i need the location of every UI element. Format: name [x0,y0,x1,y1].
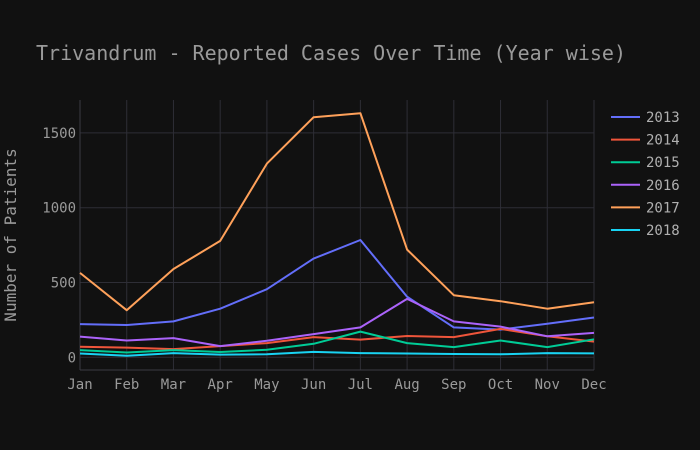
y-tick-label: 500 [51,275,76,291]
y-tick-label: 1000 [42,201,76,217]
x-tick-label: Sep [441,377,466,393]
legend-label: 2017 [646,200,680,216]
legend-item-2015[interactable]: 2015 [611,155,680,171]
y-tick-label: 1500 [42,126,76,142]
series-line-2013 [79,239,595,331]
legend-item-2014[interactable]: 2014 [611,133,680,149]
legend-item-2017[interactable]: 2017 [611,200,680,216]
tick-labels: Jan Feb Mar Apr May Jun Jul Aug Sep Oct Nov Dec 0 500… [42,126,606,393]
grid [79,100,595,371]
legend-label: 2013 [646,110,680,126]
legend-item-2018[interactable]: 2018 [611,223,680,239]
x-tick-label: May [254,377,279,393]
legend-item-2013[interactable]: 2013 [611,110,680,126]
legend-label: 2016 [646,178,680,194]
x-tick-label: Dec [581,377,606,393]
x-tick-label: Jul [348,377,373,393]
x-tick-label: Jan [67,377,92,393]
legend-label: 2018 [646,223,680,239]
x-tick-label: Jun [301,377,326,393]
legend-item-2016[interactable]: 2016 [611,178,680,194]
y-tick-label: 0 [68,350,76,366]
series-line-2018 [79,350,595,357]
series-lines [79,112,595,357]
x-tick-label: Nov [535,377,560,393]
series-line-2016 [79,297,595,348]
x-tick-label: Aug [394,377,419,393]
x-tick-label: Mar [161,377,186,393]
chart-title: Trivandrum - Reported Cases Over Time (Y… [36,41,626,65]
y-axis-label: Number of Patients [1,148,20,321]
x-tick-label: Apr [208,377,233,393]
series-line-2017 [79,112,595,312]
x-tick-label: Oct [488,377,513,393]
legend-label: 2015 [646,155,680,171]
x-tick-label: Feb [114,377,139,393]
legend-label: 2014 [646,133,680,149]
legend[interactable]: 2013 2014 2015 2016 2017 2018 [611,110,680,239]
series-line-2015 [79,330,595,354]
